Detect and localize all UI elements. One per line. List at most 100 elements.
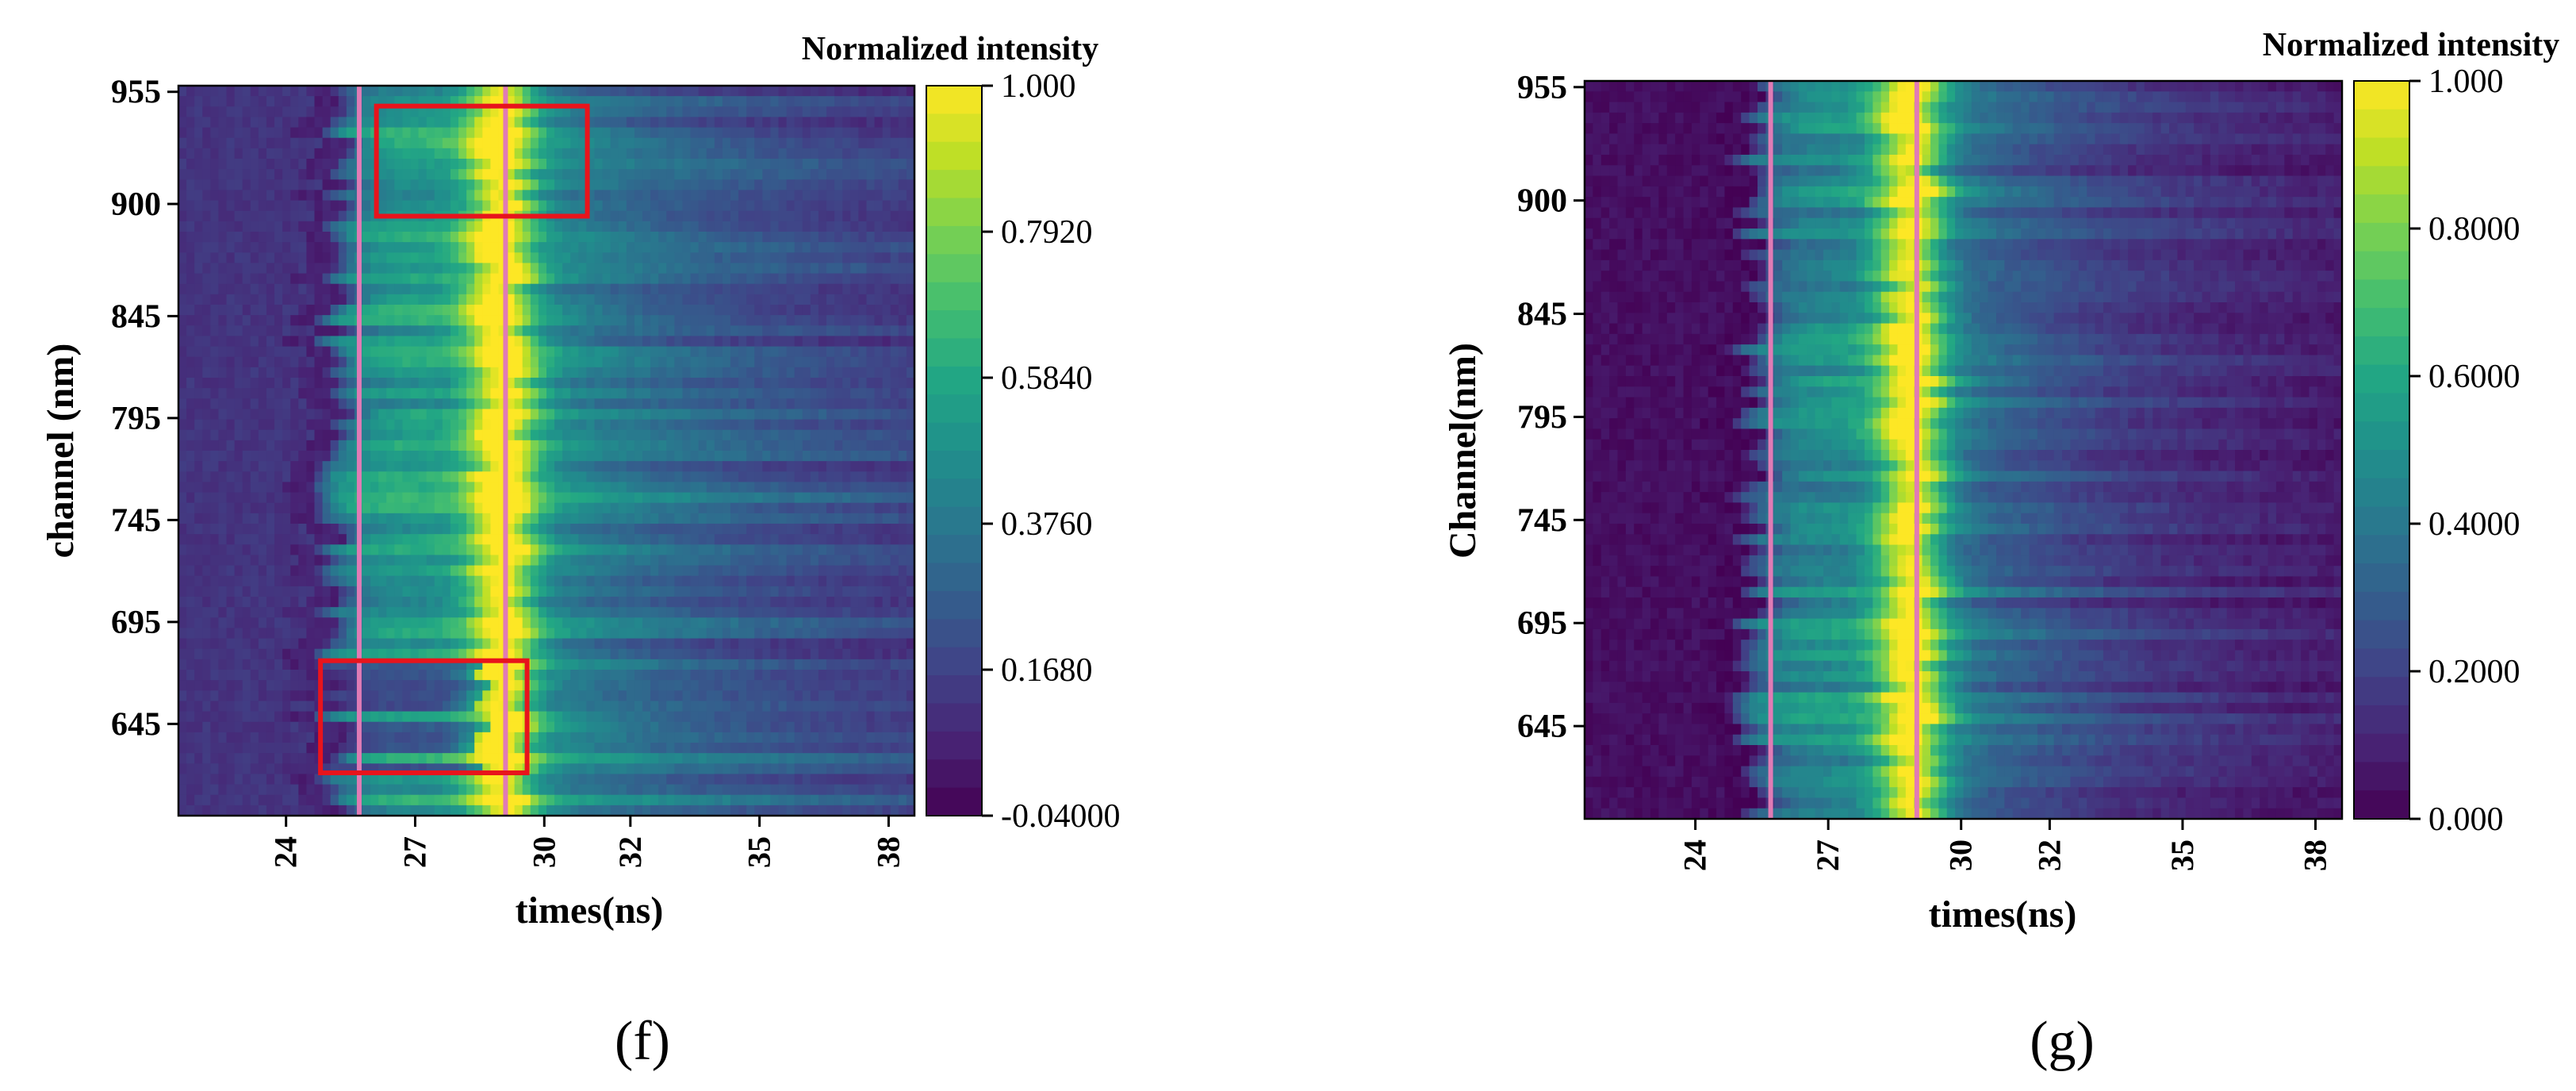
- heatmap-cell: [442, 367, 451, 378]
- heatmap-cell: [738, 617, 747, 629]
- heatmap-cell: [770, 190, 780, 202]
- heatmap-cell: [522, 137, 531, 149]
- heatmap-cell: [698, 388, 707, 399]
- heatmap-cell: [322, 628, 332, 640]
- heatmap-cell: [458, 305, 467, 316]
- heatmap-cell: [530, 117, 539, 129]
- heatmap-cell: [642, 159, 651, 170]
- heatmap-cell: [634, 106, 643, 118]
- heatmap-cell: [602, 346, 611, 358]
- heatmap-cell: [506, 137, 516, 149]
- heatmap-cell: [666, 325, 675, 337]
- heatmap-cell: [770, 263, 780, 275]
- heatmap-cell: [530, 617, 539, 629]
- heatmap-cell: [314, 106, 324, 118]
- heatmap-cell: [722, 555, 731, 567]
- heatmap-cell: [434, 127, 443, 139]
- heatmap-cell: [482, 305, 491, 316]
- heatmap-cell: [490, 544, 500, 556]
- heatmap-cell: [538, 388, 547, 399]
- heatmap-cell: [850, 471, 859, 483]
- heatmap-cell: [818, 419, 827, 431]
- heatmap-cell: [538, 148, 547, 159]
- heatmap-cell: [642, 617, 651, 629]
- heatmap-cell: [794, 461, 803, 472]
- heatmap-cell: [418, 378, 427, 389]
- heatmap-cell: [322, 607, 332, 618]
- heatmap-cell: [258, 305, 267, 316]
- heatmap-cell: [698, 86, 707, 97]
- heatmap-cell: [882, 607, 891, 618]
- heatmap-cell: [650, 148, 659, 159]
- heatmap-cell: [682, 96, 692, 107]
- heatmap-cell: [770, 451, 780, 462]
- heatmap-cell: [218, 242, 228, 253]
- heatmap-cell: [666, 96, 675, 107]
- heatmap-cell: [890, 440, 899, 451]
- heatmap-cell: [826, 471, 835, 483]
- heatmap-cell: [810, 242, 819, 253]
- heatmap-cell: [226, 440, 236, 451]
- heatmap-cell: [498, 221, 508, 232]
- heatmap-cell: [522, 429, 531, 441]
- heatmap-cell: [682, 555, 692, 567]
- heatmap-cell: [434, 555, 443, 567]
- heatmap-cell: [546, 169, 555, 180]
- heatmap-cell: [578, 367, 588, 378]
- heatmap-cell: [842, 378, 851, 389]
- heatmap-cell: [626, 482, 635, 494]
- heatmap-cell: [178, 232, 187, 243]
- heatmap-cell: [730, 565, 739, 577]
- heatmap-cell: [178, 242, 187, 253]
- heatmap-cell: [226, 179, 236, 191]
- heatmap-cell: [434, 575, 443, 587]
- heatmap-cell: [410, 356, 420, 368]
- heatmap-cell: [466, 263, 475, 275]
- heatmap-cell: [842, 524, 851, 535]
- heatmap-cell: [186, 356, 195, 368]
- heatmap-cell: [834, 242, 843, 253]
- heatmap-cell: [722, 586, 731, 597]
- heatmap-cell: [410, 221, 420, 232]
- heatmap-cell: [898, 169, 907, 180]
- heatmap-cell: [730, 283, 739, 295]
- heatmap-cell: [578, 492, 588, 504]
- heatmap-cell: [482, 586, 491, 597]
- heatmap-cell: [346, 555, 355, 567]
- heatmap-cell: [586, 628, 596, 640]
- heatmap-cell: [418, 242, 427, 253]
- heatmap-cell: [746, 179, 755, 191]
- heatmap-cell: [594, 294, 604, 305]
- heatmap-cell: [218, 378, 228, 389]
- heatmap-cell: [330, 419, 339, 431]
- heatmap-cell: [458, 471, 467, 483]
- heatmap-cell: [658, 315, 667, 326]
- heatmap-cell: [490, 190, 500, 202]
- heatmap-cell: [250, 471, 259, 483]
- heatmap-cell: [906, 409, 915, 421]
- heatmap-cell: [618, 398, 627, 410]
- heatmap-cell: [466, 252, 475, 264]
- heatmap-cell: [290, 419, 299, 431]
- heatmap-cell: [402, 471, 412, 483]
- heatmap-cell: [770, 575, 780, 587]
- heatmap-cell: [266, 86, 275, 97]
- heatmap-cell: [594, 534, 604, 545]
- heatmap-cell: [234, 607, 243, 618]
- heatmap-cell: [810, 524, 819, 535]
- heatmap-cell: [586, 607, 596, 618]
- heatmap-cell: [642, 86, 651, 97]
- heatmap-cell: [482, 252, 491, 264]
- heatmap-cell: [514, 534, 523, 545]
- heatmap-cell: [322, 451, 332, 462]
- heatmap-cell: [546, 555, 555, 567]
- heatmap-cell: [546, 398, 555, 410]
- heatmap-cell: [754, 127, 763, 139]
- heatmap-cell: [282, 367, 291, 378]
- heatmap-cell: [506, 544, 516, 556]
- heatmap-cell: [210, 252, 220, 264]
- heatmap-cell: [866, 367, 876, 378]
- heatmap-cell: [906, 544, 915, 556]
- heatmap-cell: [866, 513, 876, 524]
- heatmap-cell: [410, 315, 420, 326]
